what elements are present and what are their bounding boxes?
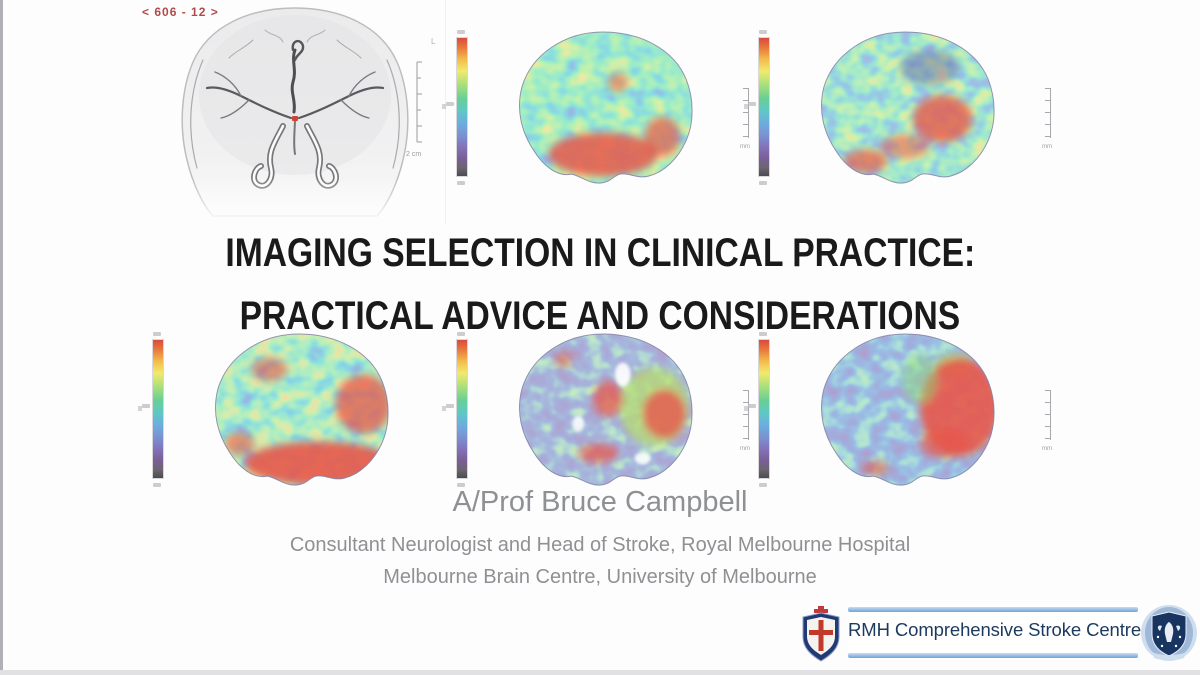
author-name: A/Prof Bruce Campbell bbox=[452, 486, 748, 518]
perfusion-brain-map bbox=[806, 330, 1004, 488]
scale-ruler bbox=[416, 61, 422, 143]
scale-ruler: mm bbox=[732, 390, 750, 452]
rmh-shield-icon bbox=[802, 606, 840, 662]
colorbar-icon bbox=[748, 332, 770, 487]
colorbar-icon bbox=[446, 332, 468, 487]
slide-title: IMAGING SELECTION IN CLINICAL PRACTICE: … bbox=[0, 226, 1200, 352]
colorbar-icon bbox=[446, 30, 468, 185]
perfusion-map-group-bottom-middle: mm bbox=[442, 330, 766, 520]
scan-series-label: < 606 - 12 > bbox=[142, 5, 219, 19]
scale-ruler: mm bbox=[1034, 390, 1052, 452]
logo-top-line bbox=[848, 607, 1138, 612]
title-line-1: IMAGING SELECTION IN CLINICAL PRACTICE: bbox=[225, 231, 975, 275]
perfusion-map-group-bottom-left bbox=[138, 330, 462, 520]
red-marker bbox=[292, 116, 298, 121]
logo-band: RMH Comprehensive Stroke Centre bbox=[848, 604, 1142, 660]
colorbar-icon bbox=[142, 332, 164, 487]
logo-bottom-line bbox=[848, 653, 1138, 658]
perfusion-map-group-bottom-right: mm bbox=[744, 330, 1068, 520]
cerebral-angiogram-image: 2 cm L bbox=[145, 0, 446, 224]
colorbar-icon bbox=[748, 30, 770, 185]
ruler-label: 2 cm bbox=[406, 151, 421, 158]
perfusion-brain-map bbox=[806, 28, 1004, 186]
left-edge-strip bbox=[0, 0, 3, 675]
perfusion-map-group-top-right: mm bbox=[744, 28, 1068, 218]
perfusion-map-group-top-middle: mm bbox=[442, 28, 766, 218]
affiliation-line-1: Consultant Neurologist and Head of Strok… bbox=[289, 534, 911, 556]
affiliation-line-2: Melbourne Brain Centre, University of Me… bbox=[383, 566, 817, 588]
bottom-edge-strip bbox=[0, 670, 1200, 675]
logo-text: RMH Comprehensive Stroke Centre bbox=[848, 619, 1142, 640]
perfusion-brain-map bbox=[200, 330, 398, 488]
perfusion-brain-map bbox=[504, 28, 702, 186]
university-of-melbourne-crest-icon bbox=[1141, 605, 1197, 661]
angiogram-svg: 2 cm L bbox=[145, 7, 445, 224]
scale-ruler: mm bbox=[1034, 88, 1052, 150]
laterality-marker: L bbox=[431, 37, 436, 46]
title-line-2: PRACTICAL ADVICE AND CONSIDERATIONS bbox=[239, 294, 961, 338]
rmh-stroke-centre-logo: RMH Comprehensive Stroke Centre bbox=[792, 603, 1200, 665]
scale-ruler: mm bbox=[732, 88, 750, 150]
perfusion-brain-map bbox=[504, 330, 702, 488]
